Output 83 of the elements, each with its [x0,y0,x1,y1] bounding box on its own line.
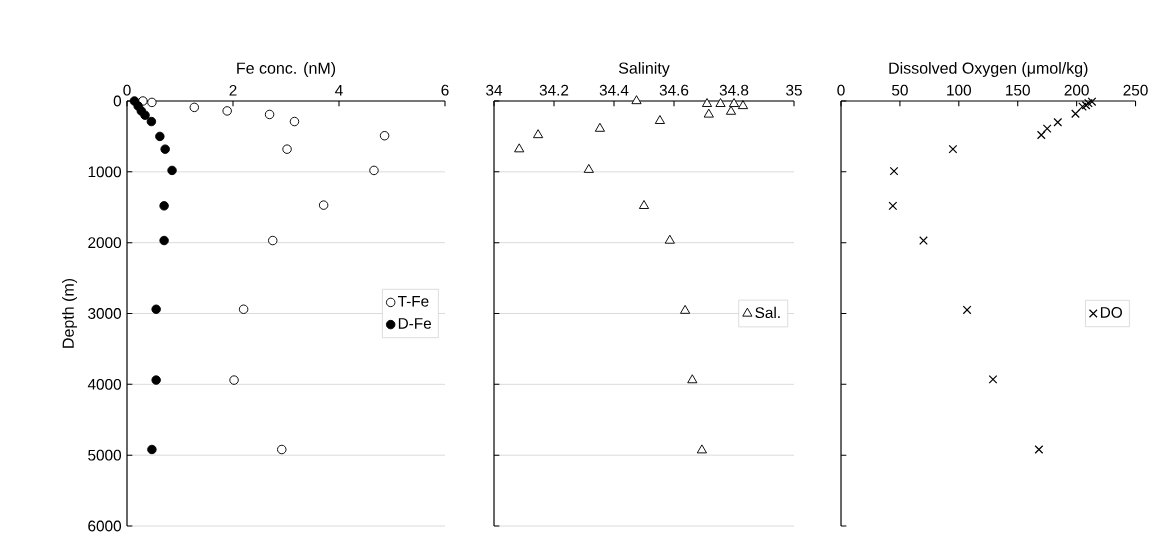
point [696,444,707,454]
point [229,375,239,385]
legend-label: D-Fe [398,318,432,329]
x-tick-label: 34.6 [659,84,689,96]
y-tick-label: 0 [113,95,122,107]
point [728,98,740,107]
point [919,236,928,245]
point [988,375,998,384]
point [1053,117,1063,127]
x-tick-label: 35 [786,84,802,96]
x-tick-label: 0 [837,84,845,96]
point [238,304,249,314]
point [160,144,170,154]
point [1078,102,1087,112]
point [147,97,157,108]
x-tick-label: 34.8 [719,84,749,96]
point [638,200,650,209]
point [369,165,379,176]
point [318,200,329,210]
y-tick-label: 5000 [88,449,122,461]
point [664,234,675,244]
point [948,144,958,154]
point [680,304,691,314]
point [654,115,665,124]
x-tick-label: 0 [123,84,131,96]
point [889,166,899,176]
point [264,109,275,120]
point [189,102,200,113]
point [962,305,972,315]
point [737,100,749,110]
x-tick-label: 50 [891,84,908,96]
point [1034,445,1044,454]
point [594,122,605,132]
point [147,444,157,455]
y-tick-label: 3000 [88,308,122,319]
point [159,235,169,246]
point [583,163,594,173]
point [1071,109,1080,119]
point [282,144,292,154]
x-tick-label: 34.2 [539,84,569,96]
x-axis-title: Fe conc. (nM) [237,62,336,77]
x-tick-label: 150 [1006,84,1030,96]
point [146,116,157,127]
x-tick-label: 2 [229,84,237,96]
y-tick-label: 2000 [88,237,122,249]
y-axis-title: Depth (m) [62,278,78,348]
point [1042,124,1052,133]
point [140,110,150,120]
point [222,106,232,116]
point [151,304,161,314]
point [379,130,390,141]
point [289,116,300,127]
x-tick-label: 6 [441,84,449,96]
point [1036,130,1046,140]
x-tick-label: 34 [486,84,503,96]
x-tick-label: 4 [335,85,343,96]
point [533,129,544,139]
point [631,95,642,105]
point [167,165,177,176]
y-tick-label: 6000 [88,520,122,532]
y-tick-label: 1000 [88,166,122,178]
point [725,105,737,115]
x-tick-label: 34.4 [599,84,629,96]
x-axis-title: Dissolved Oxygen (μmol/kg) [889,62,1088,77]
point [159,201,169,211]
x-axis-title: Salinity [618,62,670,77]
legend-label: DO [1100,307,1122,318]
point [277,444,287,455]
point [715,98,726,107]
x-tick-label: 250 [1123,84,1148,96]
legend-label: Sal. [755,306,780,319]
point [687,374,698,384]
x-tick-label: 100 [947,84,972,96]
point [703,108,714,118]
point [888,201,898,211]
x-tick-label: 200 [1064,84,1089,96]
point [151,375,161,385]
y-tick-label: 4000 [87,378,122,390]
point [514,143,525,153]
legend-label: T-Fe [397,296,429,307]
point [155,131,165,142]
point [701,98,713,107]
point [268,235,278,246]
